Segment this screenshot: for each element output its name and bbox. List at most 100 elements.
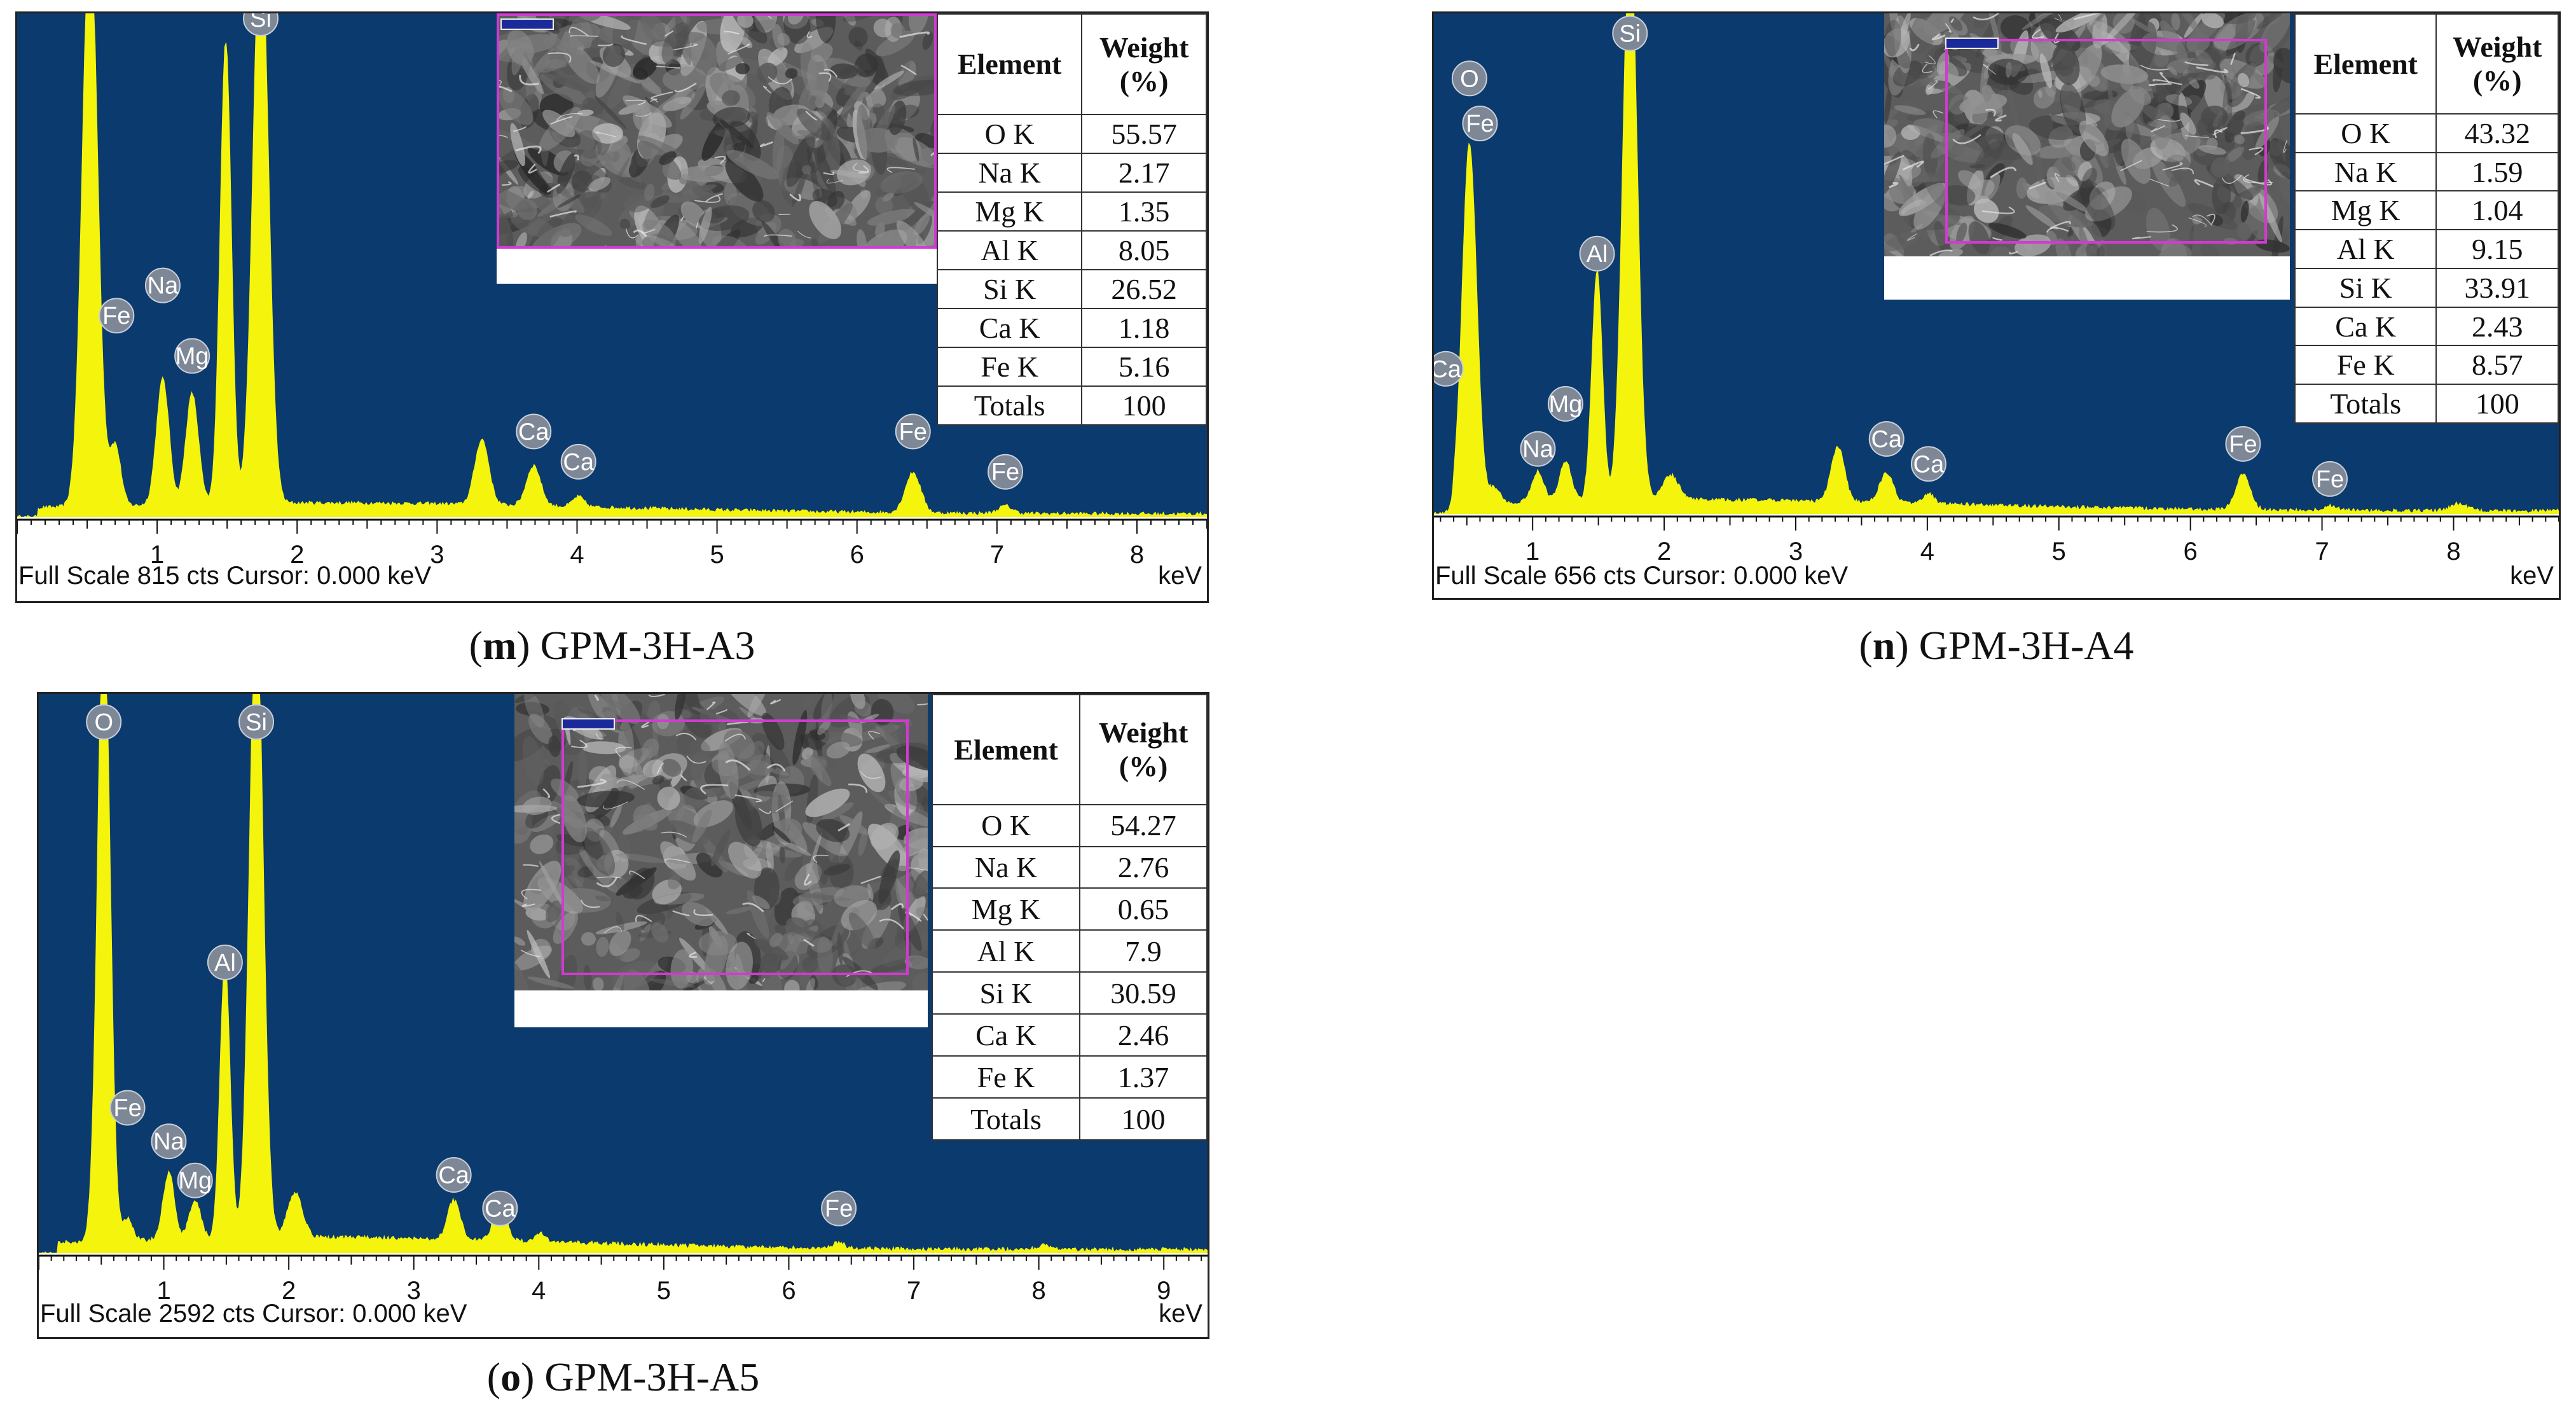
caption: (m) GPM-3H-A3: [469, 623, 755, 668]
spectrum-footer: Full Scale 815 cts Cursor: 0.000 keV: [18, 562, 432, 590]
axis-unit: keV: [1159, 1300, 1202, 1328]
tick-label: 1: [150, 541, 164, 569]
table-row: Ca K 2.43: [2294, 306, 2559, 347]
element-cell: Ca K: [2294, 306, 2437, 347]
svg-text:O: O: [94, 709, 113, 736]
tick-label: 1: [1526, 538, 1539, 566]
peak-label: Fe: [1462, 106, 1498, 142]
weight-cell: 54.27: [1079, 803, 1208, 847]
table-row: Al K 7.9: [931, 929, 1208, 973]
sem-micrograph: [1884, 13, 2290, 256]
peak-label: Mg: [1547, 385, 1583, 422]
table-row: Ca K 1.18: [936, 307, 1207, 348]
table-row: Mg K 1.35: [936, 191, 1207, 232]
table-row: Na K 1.59: [2294, 151, 2559, 192]
sem-roi-box: [497, 13, 937, 249]
svg-text:Mg: Mg: [1549, 391, 1583, 418]
tick-label: 2: [282, 1277, 296, 1305]
element-cell: Al K: [2294, 229, 2437, 269]
svg-text:Na: Na: [153, 1128, 184, 1155]
tick-label: 1: [156, 1277, 170, 1305]
peak-label: Na: [151, 1123, 187, 1160]
svg-text:Ca: Ca: [563, 449, 594, 476]
weight-cell: 33.91: [2435, 267, 2559, 308]
tick-label: 7: [2315, 538, 2329, 566]
element-cell: Totals: [936, 385, 1083, 426]
svg-text:Si: Si: [1619, 20, 1641, 47]
tick-label: 4: [570, 541, 584, 569]
peak-label: Si: [238, 704, 275, 740]
svg-text:Si: Si: [250, 13, 272, 32]
peak-label: Si: [1612, 15, 1648, 52]
element-cell: Mg K: [2294, 190, 2437, 231]
element-cell: Na K: [931, 845, 1081, 889]
table-row: O K 54.27: [931, 803, 1208, 847]
tick-label: 7: [907, 1277, 921, 1305]
tick-label: 2: [290, 541, 304, 569]
element-cell: Ca K: [931, 1013, 1081, 1057]
weight-cell: 5.16: [1081, 346, 1207, 387]
table-row: Mg K 0.65: [931, 887, 1208, 931]
table-row: Fe K 1.37: [931, 1055, 1208, 1099]
sem-image: [514, 694, 928, 1027]
sem-scale-bar: [1945, 38, 1999, 49]
peak-label: Fe: [988, 454, 1024, 490]
peak-label: Fe: [109, 1090, 146, 1126]
caption: (n) GPM-3H-A4: [1859, 623, 2134, 668]
spectrum-footer: Full Scale 2592 cts Cursor: 0.000 keV: [40, 1300, 467, 1328]
spectrum-curve: [1434, 13, 2559, 515]
table-row: O K 43.32: [2294, 113, 2559, 153]
sem-image: [1884, 13, 2290, 300]
element-cell: Si K: [936, 268, 1083, 309]
sem-image: [497, 13, 937, 284]
table-header-weight: Weight (%): [2435, 13, 2559, 115]
svg-text:Fe: Fe: [2229, 431, 2257, 458]
table-row: Fe K 5.16: [936, 346, 1207, 387]
table-row: Si K 33.91: [2294, 267, 2559, 308]
tick-label: 7: [990, 541, 1004, 569]
peak-label: Ca: [560, 443, 596, 480]
svg-text:Si: Si: [245, 709, 267, 736]
weight-cell: 8.57: [2435, 345, 2559, 385]
svg-text:Na: Na: [148, 273, 179, 300]
peak-label: Fe: [99, 298, 135, 334]
svg-text:Mg: Mg: [178, 1168, 212, 1195]
weight-cell: 0.65: [1079, 887, 1208, 931]
weight-cell: 1.35: [1081, 191, 1207, 232]
element-cell: Mg K: [931, 887, 1081, 931]
weight-cell: 1.59: [2435, 151, 2559, 192]
table-row: Totals 100: [936, 385, 1207, 426]
svg-text:Fe: Fe: [1466, 111, 1494, 137]
tick-label: 3: [407, 1277, 421, 1305]
tick-label: 4: [1920, 538, 1934, 566]
element-cell: O K: [2294, 113, 2437, 153]
peak-label: Al: [207, 944, 243, 980]
tick-label: 2: [1657, 538, 1671, 566]
weight-cell: 2.17: [1081, 152, 1207, 193]
peak-label: Fe: [2311, 461, 2348, 497]
peak-label: Mg: [174, 338, 210, 374]
svg-text:Fe: Fe: [2316, 466, 2344, 493]
element-cell: Si K: [2294, 267, 2437, 308]
table-row: Na K 2.17: [936, 152, 1207, 193]
svg-text:Fe: Fe: [899, 419, 927, 445]
weight-cell: 7.9: [1079, 929, 1208, 973]
spectrum-frame: 12345678OFeNaMgAlSiCaCaFeFe Element Weig…: [15, 11, 1209, 603]
weight-cell: 100: [1079, 1097, 1208, 1141]
spectrum-frame: 1 2 3 4 5 6 7 8 O Fe Ca Mg Na Al Si Ca Ca Fe Fe Element We…: [1432, 11, 2561, 600]
sem-roi-box: [561, 719, 909, 975]
weight-cell: 8.05: [1081, 230, 1207, 270]
weight-cell: 2.43: [2435, 306, 2559, 347]
table-row: Fe K 8.57: [2294, 345, 2559, 385]
peak-label: Ca: [1434, 351, 1464, 387]
element-cell: Totals: [2294, 384, 2437, 424]
element-cell: Ca K: [936, 307, 1083, 348]
element-cell: Al K: [936, 230, 1083, 270]
table-header-element: Element: [936, 13, 1083, 115]
spectrum-curve: [39, 694, 1208, 1254]
svg-text:Na: Na: [1522, 436, 1553, 463]
sem-micrograph: [497, 13, 937, 249]
peak-label: O: [86, 704, 122, 740]
tick-label: 8: [2446, 538, 2460, 566]
